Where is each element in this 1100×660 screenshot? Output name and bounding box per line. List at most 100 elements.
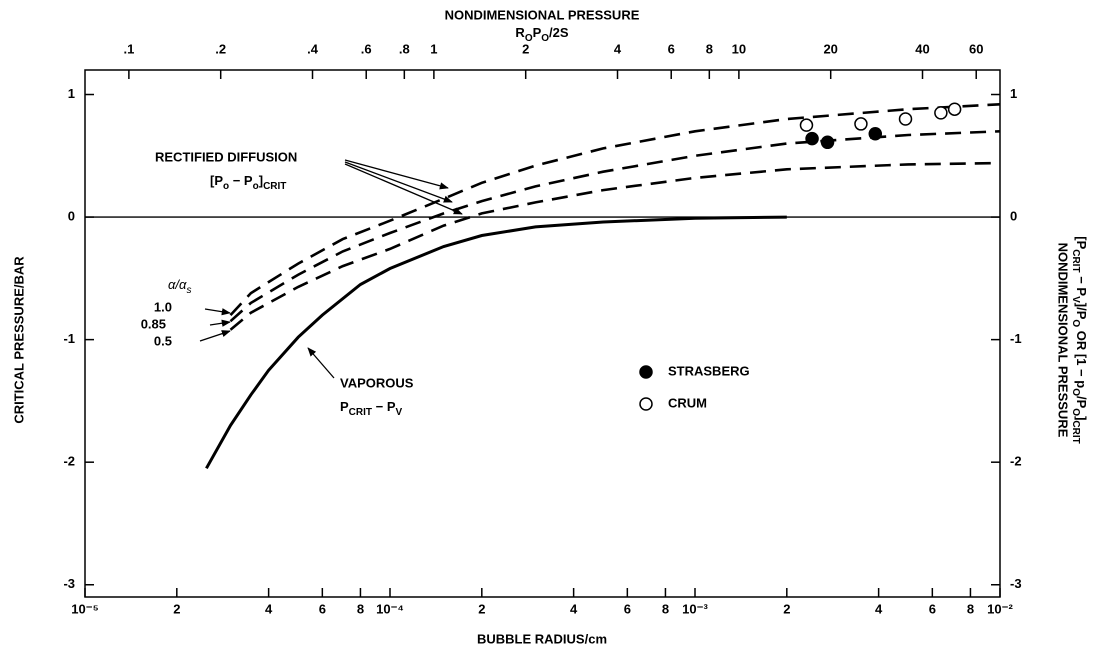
subscript: o <box>253 181 259 192</box>
subscript: CRIT <box>263 181 286 192</box>
text-part: − P <box>1074 273 1089 297</box>
x2-tick-label: 1 <box>430 41 437 56</box>
text-part: /P <box>1074 396 1089 409</box>
y-tick-label: 1 <box>68 86 75 101</box>
arrow <box>204 308 231 316</box>
y-tick-label: -2 <box>63 454 75 469</box>
legend-label: CRUM <box>668 395 707 410</box>
x-tick-label: 8 <box>967 601 974 616</box>
subscript: O <box>1070 388 1081 396</box>
plot-frame <box>84 69 1001 598</box>
data-point <box>934 106 948 120</box>
arrow <box>209 319 231 327</box>
x2-tick-label: .8 <box>399 41 410 56</box>
y2-axis-formula: [PCRIT − PV]/PO OR [1 − pO/PO]CRIT <box>1070 236 1088 444</box>
y2-tick-label: -1 <box>1010 331 1022 346</box>
x2-tick-label: 60 <box>969 41 983 56</box>
x-tick-label: 10⁻⁵ <box>71 601 98 616</box>
x-tick-label: 10⁻² <box>987 601 1013 616</box>
text-part: − P <box>229 173 253 188</box>
text-part: [P <box>1074 236 1089 249</box>
y2-tick-label: -3 <box>1010 576 1022 591</box>
x2-tick-label: 20 <box>823 41 837 56</box>
data-point <box>898 112 913 126</box>
x2-tick-label: 40 <box>915 41 929 56</box>
y-tick-label: -1 <box>63 331 75 346</box>
x-tick-label: 8 <box>662 601 669 616</box>
arrow <box>344 161 453 203</box>
arrow <box>199 330 231 342</box>
x-axis-label: BUBBLE RADIUS/cm <box>477 631 607 646</box>
subscript: s <box>186 285 191 296</box>
x2-tick-label: 2 <box>522 41 529 56</box>
dashed-curve <box>229 130 1001 323</box>
x-tick-label: 2 <box>173 601 180 616</box>
annotation-arrows <box>199 159 463 379</box>
x-tick-label: 2 <box>478 601 485 616</box>
series-label: VAPOROUS <box>340 375 414 390</box>
data-point <box>820 135 835 150</box>
x2-tick-label: 8 <box>706 41 713 56</box>
arrow <box>344 163 463 215</box>
text-part: − P <box>372 399 396 414</box>
arrow <box>307 347 335 379</box>
subscript: O <box>1070 319 1081 327</box>
subscript: CRIT <box>1070 249 1081 272</box>
text-part: /2S <box>549 25 569 40</box>
x-tick-label: 4 <box>265 601 273 616</box>
annotation: RECTIFIED DIFFUSION <box>155 149 297 164</box>
data-point <box>854 117 868 131</box>
x2-tick-label: 10 <box>732 41 746 56</box>
x-tick-label: 4 <box>570 601 578 616</box>
series-label: 0.5 <box>154 333 172 348</box>
y-axis-label: CRITICAL PRESSURE/BAR <box>11 256 26 424</box>
text-part: α/α <box>168 277 187 292</box>
y2-tick-label: 1 <box>1010 86 1017 101</box>
annotation: [Po − Po]CRIT <box>210 173 286 191</box>
data-point <box>805 131 819 146</box>
text-part: P <box>533 25 542 40</box>
legend-marker <box>639 397 653 411</box>
data-point <box>947 102 962 116</box>
x2-tick-label: .4 <box>307 41 319 56</box>
x-tick-label: 6 <box>929 601 936 616</box>
text-part: R <box>515 25 525 40</box>
x2-tick-label: 6 <box>668 41 675 56</box>
x-tick-label: 10⁻⁴ <box>376 601 404 616</box>
legend-label: STRASBERG <box>668 363 750 378</box>
annotation: PCRIT − PV <box>340 399 403 417</box>
subscript: O <box>1070 408 1081 416</box>
x2-tick-label: .2 <box>215 41 226 56</box>
x2-tick-label: .1 <box>123 41 134 56</box>
data-point <box>868 126 883 141</box>
text-part: ]/P <box>1074 303 1089 320</box>
y-tick-label: 0 <box>68 209 75 224</box>
text-part: OR [1 − p <box>1074 327 1089 388</box>
series-label: 0.85 <box>141 316 166 331</box>
x-tick-label: 6 <box>624 601 631 616</box>
subscript: CRIT <box>1070 420 1081 443</box>
text-part: P <box>340 399 349 414</box>
subscript: V <box>396 407 403 418</box>
x-tick-label: 6 <box>319 601 326 616</box>
subscript: V <box>1070 296 1081 303</box>
dashed-curve <box>229 161 1001 331</box>
legend-marker <box>639 365 653 379</box>
arrow <box>344 159 449 190</box>
subscript: CRIT <box>349 407 372 418</box>
text-part: ] <box>1074 416 1089 420</box>
x-tick-label: 4 <box>875 601 883 616</box>
chart-subtitle: ROPO/2S <box>515 25 568 43</box>
subscript: o <box>223 181 229 192</box>
x-tick-label: 10⁻³ <box>682 601 708 616</box>
solid-curve <box>205 215 787 470</box>
x-tick-label: 2 <box>783 601 790 616</box>
data-point <box>799 118 814 132</box>
subscript: O <box>525 33 533 44</box>
x2-tick-label: .6 <box>361 41 372 56</box>
series-label: 1.0 <box>154 299 172 314</box>
dashed-curve <box>229 103 1001 316</box>
annotation: α/αs <box>168 277 191 295</box>
y-tick-label: -3 <box>63 576 75 591</box>
